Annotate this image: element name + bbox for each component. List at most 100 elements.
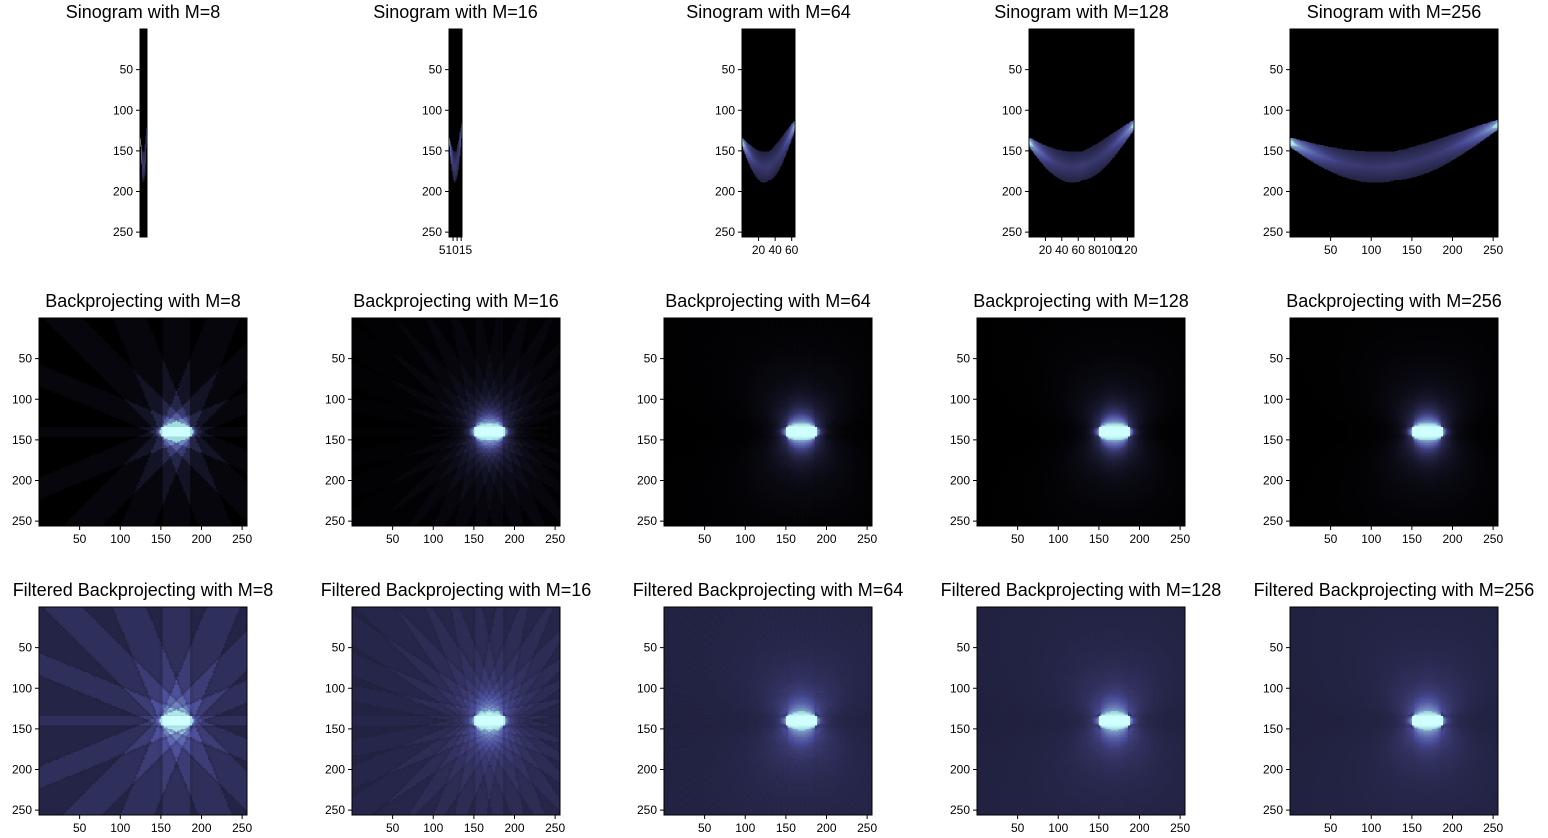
y-tick-label: 50: [957, 352, 971, 366]
panel-sinogram-m128: Sinogram with M=128 50 100 150 200 250 20 40 60 8…: [994, 2, 1169, 257]
x-tick-label: 250: [232, 532, 252, 546]
y-tick-label: 250: [637, 803, 657, 817]
y-tick-label: 150: [1263, 433, 1283, 447]
axes-frame: [741, 28, 796, 238]
x-tick-label: 80: [1088, 243, 1102, 257]
panel-title: Backprojecting with M=256: [1286, 291, 1502, 311]
y-tick-label: 50: [957, 641, 971, 655]
x-tick-label: 250: [545, 821, 565, 835]
x-tick-label: 150: [1402, 243, 1422, 257]
y-tick-label: 150: [950, 722, 970, 736]
panel-title: Sinogram with M=64: [686, 2, 851, 22]
x-tick-label: 100: [735, 532, 755, 546]
axes-frame: [976, 317, 1186, 527]
heatmap-image: [1290, 29, 1498, 237]
y-tick-label: 150: [12, 722, 32, 736]
x-tick-label: 150: [1402, 821, 1422, 835]
y-tick-label: 200: [1263, 763, 1283, 777]
panel-backprojection-m256: Backprojecting with M=256 50 100 150 200 250 5…: [1263, 291, 1503, 546]
y-tick-label: 250: [1263, 803, 1283, 817]
y-tick-label: 250: [113, 225, 133, 239]
x-tick-label: 100: [110, 532, 130, 546]
axes-frame: [976, 606, 1186, 816]
panel-backprojection-m64: Backprojecting with M=64 50 100 150 200 250 50…: [637, 291, 877, 546]
x-tick-label: 50: [73, 821, 87, 835]
x-tick-label: 200: [1442, 243, 1462, 257]
y-tick-label: 200: [422, 185, 442, 199]
y-tick-label: 150: [113, 144, 133, 158]
y-tick-label: 250: [1002, 225, 1022, 239]
axes-frame: [1289, 606, 1499, 816]
y-tick-label: 150: [637, 722, 657, 736]
x-tick-label: 250: [1483, 821, 1503, 835]
heatmap-image: [140, 29, 147, 237]
y-tick-label: 200: [113, 185, 133, 199]
panel-title: Sinogram with M=16: [373, 2, 538, 22]
y-tick-label: 100: [1263, 681, 1283, 695]
heatmap-image: [352, 607, 560, 815]
y-tick-label: 200: [637, 474, 657, 488]
x-tick-label: 40: [1055, 243, 1069, 257]
y-tick-label: 50: [19, 641, 33, 655]
y-tick-label: 150: [637, 433, 657, 447]
heatmap-image: [664, 607, 872, 815]
panel-sinogram-m16: Sinogram with M=16 50 100 150 200 250 51015: [373, 2, 538, 257]
x-tick-label: 150: [1089, 821, 1109, 835]
x-tick-label: 50: [386, 532, 400, 546]
x-tick-label: 250: [1170, 532, 1190, 546]
y-tick-label: 50: [644, 352, 658, 366]
y-tick-label: 200: [325, 474, 345, 488]
x-tick-label: 50: [1324, 821, 1338, 835]
panel-title: Sinogram with M=8: [66, 2, 221, 22]
panel-title: Filtered Backprojecting with M=8: [13, 580, 274, 600]
x-tick-label: 250: [232, 821, 252, 835]
y-tick-label: 150: [12, 433, 32, 447]
axes-frame: [38, 317, 248, 527]
y-tick-label: 100: [715, 103, 735, 117]
x-tick-label: 100: [423, 821, 443, 835]
panel-sinogram-m8: Sinogram with M=8 50 100 150 200 250: [66, 2, 221, 239]
panel-title: Backprojecting with M=128: [973, 291, 1189, 311]
y-tick-label: 150: [422, 144, 442, 158]
y-tick-label: 250: [1263, 225, 1283, 239]
y-tick-label: 100: [637, 681, 657, 695]
panel-title: Backprojecting with M=64: [665, 291, 871, 311]
heatmap-image: [977, 318, 1185, 526]
x-tick-label: 100: [735, 821, 755, 835]
y-tick-label: 200: [12, 763, 32, 777]
x-tick-label: 250: [1483, 243, 1503, 257]
y-tick-label: 150: [1002, 144, 1022, 158]
heatmap-image: [1290, 607, 1498, 815]
x-tick-label: 150: [1089, 532, 1109, 546]
heatmap-image: [39, 318, 247, 526]
x-tick-label: 200: [191, 821, 211, 835]
panel-title: Filtered Backprojecting with M=128: [941, 580, 1222, 600]
y-tick-label: 250: [1263, 514, 1283, 528]
y-tick-label: 100: [1263, 392, 1283, 406]
x-tick-label: 50: [386, 821, 400, 835]
y-tick-label: 100: [1002, 103, 1022, 117]
y-tick-label: 150: [325, 722, 345, 736]
y-tick-label: 50: [1009, 63, 1023, 77]
x-tick-label: 20: [752, 243, 766, 257]
y-tick-label: 100: [1263, 103, 1283, 117]
panel-title: Filtered Backprojecting with M=256: [1254, 580, 1535, 600]
x-tick-label: 100: [1361, 821, 1381, 835]
y-tick-label: 200: [1002, 185, 1022, 199]
axes-frame: [663, 606, 873, 816]
x-tick-label: 150: [464, 821, 484, 835]
y-tick-label: 200: [950, 763, 970, 777]
y-tick-label: 50: [120, 63, 134, 77]
y-tick-label: 150: [1263, 144, 1283, 158]
x-tick-label: 50: [698, 821, 712, 835]
x-tick-label: 200: [1129, 821, 1149, 835]
y-tick-label: 200: [1263, 185, 1283, 199]
y-tick-label: 150: [1263, 722, 1283, 736]
panel-title: Sinogram with M=128: [994, 2, 1169, 22]
x-tick-label: 60: [785, 243, 799, 257]
y-tick-label: 50: [332, 352, 346, 366]
x-tick-label: 100: [110, 821, 130, 835]
y-tick-label: 150: [950, 433, 970, 447]
y-tick-label: 200: [1263, 474, 1283, 488]
